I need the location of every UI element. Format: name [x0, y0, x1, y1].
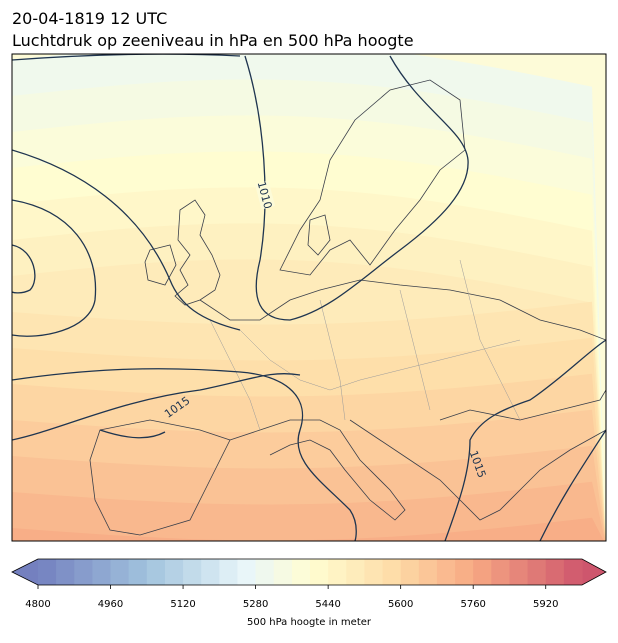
colorbar-bin [418, 559, 438, 585]
italy-coast [229, 419, 406, 521]
denmark [307, 214, 331, 256]
colorbar-bin [183, 559, 202, 585]
colorbar-tick-label: 4960 [98, 599, 123, 610]
colorbar-extend-low [12, 559, 38, 585]
isobar [12, 199, 97, 337]
isobar [12, 54, 241, 61]
border [239, 329, 521, 391]
iberia [89, 419, 231, 536]
colorbar-bin [545, 559, 565, 585]
isobar [539, 429, 606, 541]
colorbar-bin [491, 559, 510, 585]
colorbar-bin [219, 559, 238, 585]
colorbar-bin [527, 559, 547, 585]
colorbar-tick-label: 5440 [315, 599, 340, 610]
colorbar-bin [400, 559, 420, 585]
height-field [12, 54, 606, 541]
colorbar-bin [201, 559, 220, 585]
border [319, 299, 346, 421]
north-coast [199, 279, 606, 341]
colorbar-tick-label: 5600 [388, 599, 413, 610]
colorbar-tick-label: 5760 [460, 599, 485, 610]
border [459, 259, 521, 421]
colorbar-bin [38, 559, 57, 585]
colorbar-tick-label: 5120 [170, 599, 195, 610]
isobar [444, 339, 606, 541]
pressure-contours [12, 54, 606, 541]
colorbar-bin [310, 559, 329, 585]
colorbar-bin [563, 559, 583, 585]
border [209, 319, 261, 431]
colorbar-bin [382, 559, 402, 585]
map-area: 1010 1015 1015 [12, 54, 606, 541]
coastlines [89, 79, 606, 536]
colorbar-bin [164, 559, 184, 585]
colorbar: 4800 4960 5120 5280 5440 5600 5760 5920 [11, 558, 607, 610]
colorbar-bin [473, 559, 492, 585]
isobar [12, 149, 241, 331]
colorbar-bin [291, 559, 311, 585]
colorbar-tick-label: 4800 [25, 599, 50, 610]
map-frame [11, 53, 607, 542]
colorbar-bin [146, 559, 166, 585]
isobar [99, 429, 166, 439]
colorbar-bin [328, 559, 347, 585]
ireland [144, 244, 177, 286]
colorbar-bin [128, 559, 148, 585]
colorbar-bin [237, 559, 257, 585]
balkan-coast [349, 419, 606, 521]
colorbar-bin [110, 559, 130, 585]
colorbar-tick-label: 5920 [533, 599, 558, 610]
colorbar-bin [92, 559, 112, 585]
colorbar-bin [346, 559, 365, 585]
border [399, 289, 431, 411]
isobar [12, 368, 357, 541]
isobar [12, 244, 36, 294]
colorbar-bin [364, 559, 384, 585]
colorbar-bin [56, 559, 75, 585]
label-bg [254, 180, 276, 210]
colorbar-frame [11, 558, 607, 586]
black-sea-coast [439, 389, 606, 421]
map-title: Luchtdruk op zeeniveau in hPa en 500 hPa… [12, 31, 414, 50]
borders [209, 259, 521, 431]
colorbar-bin [455, 559, 474, 585]
colorbar-bin [74, 559, 93, 585]
colorbar-tick-label: 5280 [243, 599, 268, 610]
colorbar-bin [255, 559, 275, 585]
colorbar-bin [273, 559, 293, 585]
colorbar-bin [509, 559, 529, 585]
date-title: 20-04-1819 12 UTC [12, 9, 167, 28]
colorbar-extend-high [582, 559, 606, 585]
height-band [12, 517, 604, 541]
colorbar-bin [436, 559, 456, 585]
isobar-1015 [12, 373, 301, 441]
colorbar-label: 500 hPa hoogte in meter [247, 617, 372, 628]
